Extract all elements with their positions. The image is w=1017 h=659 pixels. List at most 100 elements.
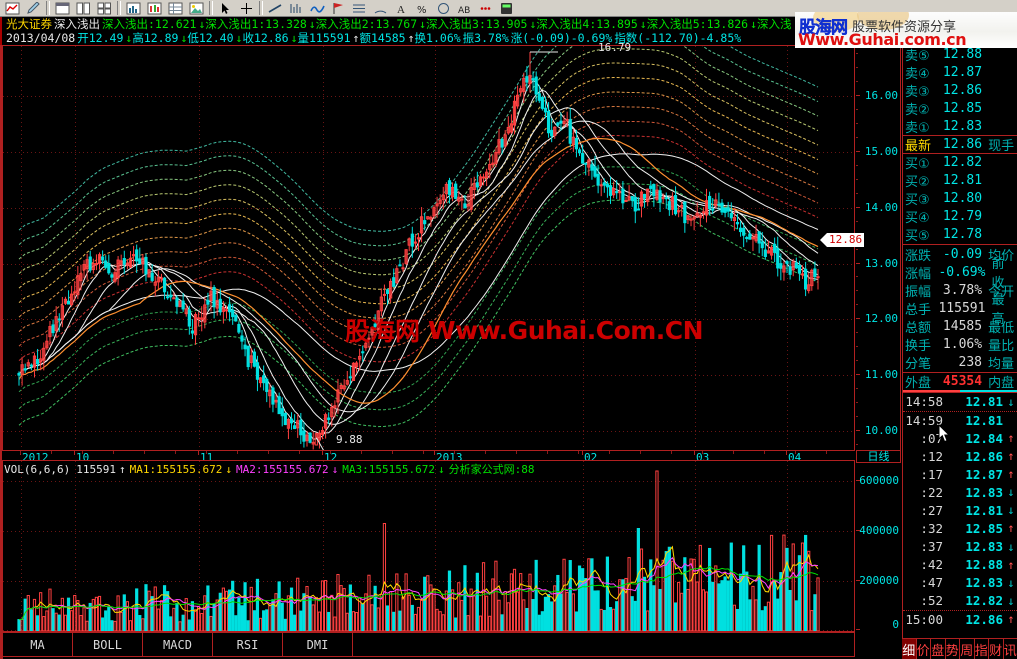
tick-row[interactable]: :22 12.83 ↓: [903, 483, 1017, 501]
candle-body: [528, 74, 532, 85]
chart-candles-icon[interactable]: [144, 0, 164, 16]
tick-time: :32: [920, 520, 943, 536]
volume-bar: [642, 576, 647, 631]
header-token: 指数(-112.70)-4.85%: [614, 31, 742, 45]
side-panel-tab[interactable]: 细: [902, 639, 917, 659]
side-panel-tab[interactable]: 盘: [931, 639, 946, 659]
header-token: 额14585: [359, 31, 406, 45]
candle-body: [738, 227, 743, 233]
side-panel-tab[interactable]: 讯: [1003, 643, 1017, 659]
side-panel-tab[interactable]: 价: [917, 639, 931, 659]
calc-icon[interactable]: [496, 0, 516, 16]
header-token: 2013/04/08: [6, 31, 76, 45]
volume-bar: [231, 580, 235, 631]
candle-body: [571, 136, 575, 145]
tick-row[interactable]: 14:59 12.81: [903, 410, 1017, 429]
tick-row[interactable]: :27 12.81 ↓: [903, 501, 1017, 519]
tick-row[interactable]: :07 12.84 ↑: [903, 429, 1017, 447]
side-panel-tab[interactable]: 财: [989, 639, 1004, 659]
ask-order-row[interactable]: 卖③ 12.86: [903, 81, 1017, 100]
volume-bar: [382, 523, 387, 631]
bid-order-row[interactable]: 买③ 12.80: [903, 190, 1017, 208]
tick-time: :07: [920, 430, 943, 446]
bid-order-row[interactable]: 买⑤ 12.78: [903, 226, 1017, 244]
tick-row[interactable]: :42 12.88 ↑: [903, 556, 1017, 574]
indicator-tab[interactable]: MACD: [143, 633, 213, 656]
ask-order-row[interactable]: 卖⑤ 12.88: [903, 45, 1017, 64]
flag-icon[interactable]: [328, 0, 348, 16]
bid-order-row[interactable]: 买④ 12.79: [903, 208, 1017, 226]
price-chart-pane[interactable]: [2, 45, 855, 457]
grid2-icon[interactable]: [73, 0, 93, 16]
ask-order-row[interactable]: 卖② 12.85: [903, 99, 1017, 118]
volume-chart-pane[interactable]: [2, 460, 855, 632]
ask-order-row[interactable]: 卖① 12.83: [903, 117, 1017, 136]
candle-body: [289, 418, 294, 424]
tick-row[interactable]: :32 12.85 ↑: [903, 519, 1017, 537]
volume-bar: [45, 610, 49, 631]
window-icon[interactable]: [52, 0, 72, 16]
volume-bar: [401, 596, 405, 631]
grid4-icon[interactable]: [94, 0, 114, 16]
indicator-tab[interactable]: BOLL: [73, 633, 143, 656]
axis-minor-tick: [856, 192, 858, 194]
candle-body: [797, 265, 802, 274]
wave-icon[interactable]: [307, 0, 327, 16]
ask-order-row[interactable]: 卖④ 12.87: [903, 63, 1017, 82]
pointer-icon[interactable]: [215, 0, 235, 16]
tick-time: :52: [920, 593, 943, 609]
tick-row[interactable]: :47 12.83 ↓: [903, 574, 1017, 592]
chart-table-icon[interactable]: [165, 0, 185, 16]
volume-bar: [488, 615, 492, 631]
image-icon[interactable]: [186, 0, 206, 16]
side-panel-tab[interactable]: 势: [946, 639, 960, 659]
ruler-icon[interactable]: [286, 0, 306, 16]
arc-icon[interactable]: [370, 0, 390, 16]
candle-body: [249, 355, 253, 363]
tick-row[interactable]: 15:00 12.86 ↑: [903, 609, 1017, 628]
statistic-suffix-label: 均量: [988, 357, 1015, 373]
circle-icon[interactable]: [433, 0, 453, 16]
candle-body: [426, 216, 430, 220]
tick-row[interactable]: :52 12.82 ↓: [903, 592, 1017, 610]
volume-bar: [351, 611, 356, 631]
side-panel-tab[interactable]: 周: [960, 639, 975, 659]
indicator-tab[interactable]: MA: [3, 633, 73, 656]
statistic-row: 换手 1.06% 量比: [903, 336, 1017, 354]
tick-price: 12.82: [965, 593, 1003, 609]
volume-bar: [667, 546, 671, 631]
text-icon[interactable]: A: [391, 0, 411, 16]
ab-icon[interactable]: AB: [454, 0, 474, 16]
tick-row[interactable]: :37 12.83 ↓: [903, 538, 1017, 556]
volume-bar: [658, 588, 662, 631]
volume-bar: [314, 596, 318, 631]
fib-icon[interactable]: [349, 0, 369, 16]
indicator-tab[interactable]: RSI: [213, 633, 283, 656]
candle-body: [593, 166, 597, 177]
tick-direction-icon: ↑: [1007, 467, 1015, 482]
volume-bar: [330, 594, 334, 631]
side-panel-tab[interactable]: 指: [975, 639, 989, 659]
percent-icon[interactable]: %: [412, 0, 432, 16]
period-label[interactable]: 日线: [856, 450, 901, 463]
line-icon[interactable]: [265, 0, 285, 16]
order-price: 12.81: [942, 173, 983, 189]
candle-body: [302, 430, 306, 442]
candle-body: [522, 77, 526, 92]
pen-icon[interactable]: [23, 0, 43, 16]
tick-history-list[interactable]: 14:58 12.81 ↓ 14:59 12.81:07 12.84 ↑:12 12.86 ↑:…: [903, 391, 1017, 628]
bid-order-row[interactable]: 买① 12.82: [903, 154, 1017, 172]
more-icon[interactable]: [475, 0, 495, 16]
stock-icon[interactable]: [2, 0, 22, 16]
indicator-tab[interactable]: DMI: [283, 633, 353, 656]
tick-row[interactable]: :12 12.86 ↑: [903, 447, 1017, 465]
candle-body: [178, 300, 182, 308]
tick-row[interactable]: 14:58 12.81 ↓: [903, 393, 1017, 411]
bid-order-row[interactable]: 买② 12.81: [903, 172, 1017, 190]
statistic-row: 分笔 238 均量: [903, 354, 1017, 372]
volume-bar: [302, 593, 306, 631]
crosshair-icon[interactable]: [236, 0, 256, 16]
tick-row[interactable]: :17 12.87 ↑: [903, 465, 1017, 483]
chart-bars-icon[interactable]: [123, 0, 143, 16]
volume-bar: [646, 610, 650, 631]
